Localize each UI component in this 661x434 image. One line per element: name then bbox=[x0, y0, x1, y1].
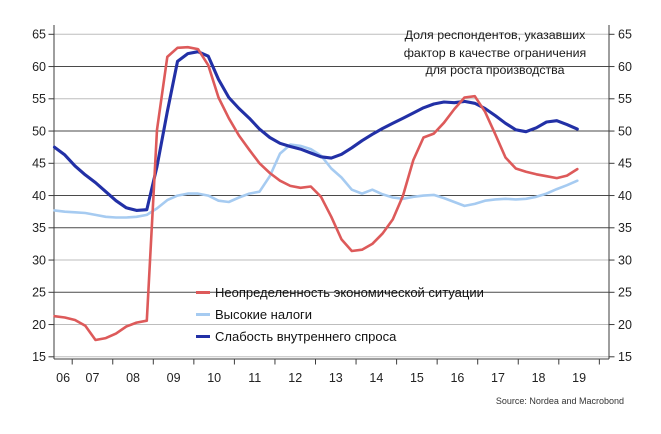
series-line-0 bbox=[53, 45, 579, 342]
y-axis-label-right: 20 bbox=[618, 318, 632, 332]
y-axis-label-left: 50 bbox=[32, 124, 46, 138]
y-axis-label-right: 15 bbox=[618, 350, 632, 364]
annotation-line: Доля респондентов, указавших bbox=[404, 28, 586, 42]
y-axis-label-right: 35 bbox=[618, 221, 632, 235]
x-axis-label: 19 bbox=[572, 371, 586, 385]
series-line-2 bbox=[52, 50, 579, 212]
legend-item-high-taxes: Высокие налоги bbox=[196, 303, 484, 325]
x-axis-label: 09 bbox=[167, 371, 181, 385]
y-axis-label-right: 40 bbox=[618, 189, 632, 203]
x-axis-label: 11 bbox=[248, 371, 261, 385]
x-axis-label: 08 bbox=[126, 371, 140, 385]
y-axis-label-right: 65 bbox=[618, 28, 632, 42]
x-axis-label: 12 bbox=[288, 371, 302, 385]
legend-line-marker bbox=[196, 335, 210, 339]
legend-line-marker bbox=[196, 290, 210, 294]
y-axis-label-left: 45 bbox=[32, 157, 46, 171]
y-axis-label-left: 35 bbox=[32, 221, 46, 235]
y-axis-label-left: 65 bbox=[32, 28, 46, 42]
annotation-line: фактор в качестве ограничения bbox=[403, 45, 587, 60]
legend-label: Слабость внутреннего спроса bbox=[215, 329, 397, 345]
y-axis-label-right: 30 bbox=[618, 253, 632, 267]
chart-annotation: Доля респондентов, указавших фактор в ка… bbox=[390, 27, 600, 80]
chart-legend: Неопределенность экономической ситуации … bbox=[196, 281, 484, 348]
x-axis-label: 10 bbox=[207, 371, 221, 385]
legend-label: Высокие налоги bbox=[215, 307, 313, 323]
x-axis-label: 18 bbox=[532, 371, 546, 385]
y-axis-label-right: 55 bbox=[618, 92, 632, 106]
x-axis-label: 13 bbox=[329, 371, 343, 385]
y-axis-label-left: 25 bbox=[32, 286, 46, 300]
series-line-1 bbox=[53, 143, 579, 219]
x-axis-label: 16 bbox=[450, 371, 464, 385]
y-axis-label-right: 25 bbox=[618, 286, 632, 300]
annotation-line: для роста производства bbox=[425, 63, 565, 77]
y-axis-label-left: 55 bbox=[32, 92, 46, 106]
legend-item-uncertainty: Неопределенность экономической ситуации bbox=[196, 281, 484, 303]
x-axis-label: 17 bbox=[491, 371, 505, 385]
source-note: Source: Nordea and Macrobond bbox=[495, 396, 624, 406]
legend-line-marker bbox=[196, 313, 210, 317]
legend-item-weak-demand: Слабость внутреннего спроса bbox=[196, 326, 484, 348]
y-axis-label-right: 50 bbox=[618, 124, 632, 138]
x-axis-label: 15 bbox=[410, 371, 424, 385]
x-axis-label: 06 bbox=[56, 371, 70, 385]
x-axis-label: 07 bbox=[86, 371, 100, 385]
y-axis-label-left: 60 bbox=[32, 60, 46, 74]
legend-label: Неопределенность экономической ситуации bbox=[215, 284, 484, 300]
x-axis-label: 14 bbox=[369, 371, 383, 385]
y-axis-label-left: 30 bbox=[32, 253, 46, 267]
y-axis-label-right: 45 bbox=[618, 157, 632, 171]
y-axis-label-left: 15 bbox=[32, 350, 46, 364]
y-axis-label-left: 20 bbox=[32, 318, 46, 332]
y-axis-label-right: 60 bbox=[618, 60, 632, 74]
y-axis-label-left: 40 bbox=[32, 189, 46, 203]
